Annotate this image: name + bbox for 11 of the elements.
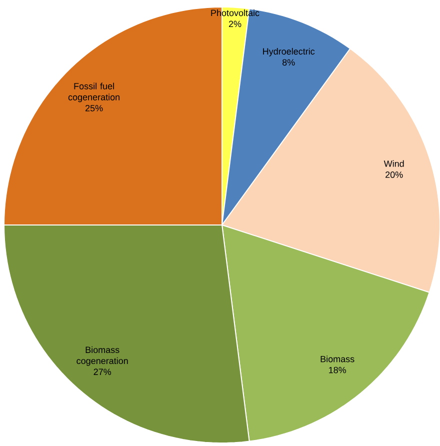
- slice-label: Wind: [384, 160, 404, 167]
- data-label: 2%: [228, 20, 241, 28]
- data-label: 27%: [94, 368, 111, 375]
- slice-label: Fossil fuel cogeneration: [68, 82, 120, 102]
- slice-label: Hydroelectric: [262, 48, 314, 56]
- slice-label: Biomass cogeneration: [76, 346, 128, 366]
- data-label: 8%: [282, 59, 295, 66]
- slice-label: Biomass: [320, 356, 354, 362]
- data-label: 18%: [328, 366, 346, 374]
- data-label: 20%: [385, 172, 403, 178]
- data-label: 25%: [85, 104, 103, 112]
